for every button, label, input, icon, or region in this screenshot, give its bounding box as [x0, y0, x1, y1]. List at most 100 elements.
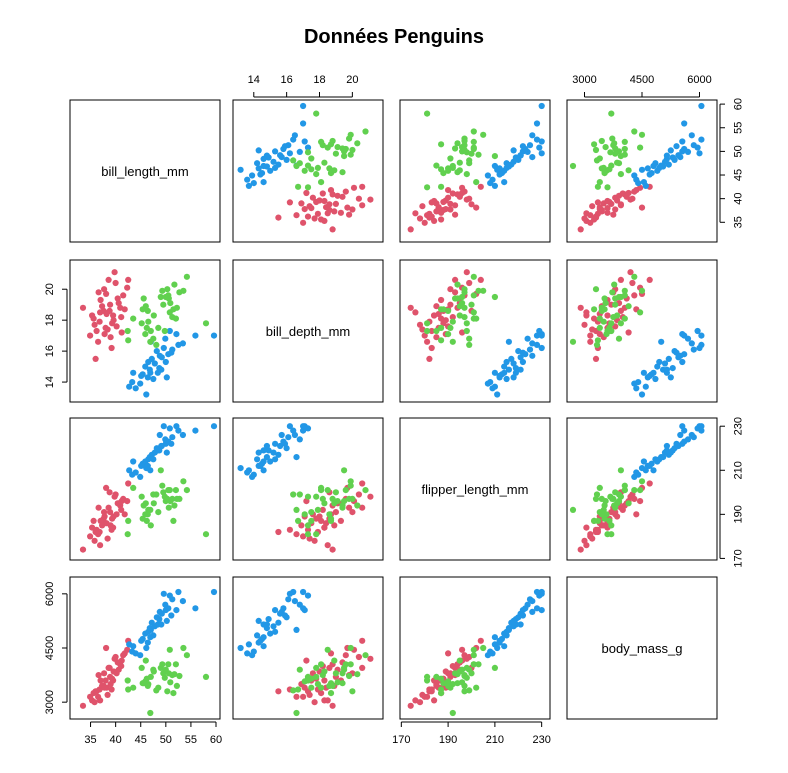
point-s0-39-r0-c2	[473, 204, 480, 211]
point-s0-27-r2-c3	[646, 480, 653, 487]
point-s2-30-r3-c0	[183, 652, 190, 659]
point-s1-13-r0-c3	[671, 156, 678, 163]
point-s1-19-r3-c0	[165, 605, 172, 612]
point-s0-21-r0-c1	[331, 208, 338, 215]
point-s2-5-r0-c2	[433, 162, 440, 169]
point-s0-34-r3-c1	[318, 690, 325, 697]
point-s2-22-r2-c3	[638, 478, 646, 485]
point-s2-23-r1-c0	[130, 315, 137, 322]
point-s1-34-r2-c3	[679, 423, 686, 430]
point-s1-20-r0-c2	[529, 132, 536, 139]
point-s0-36-r1-c2	[428, 344, 435, 352]
point-s0-14-r2-c1	[359, 504, 366, 511]
point-s0-23-r1-c0	[112, 279, 119, 287]
point-s1-1-r1-c3	[652, 375, 659, 383]
point-s2-25-r0-c1	[339, 169, 346, 176]
point-s0-8-r0-c2	[421, 219, 428, 226]
point-s1-28-r1-c3	[677, 352, 684, 359]
point-s0-30-r0-c1	[327, 187, 335, 194]
point-s2-27-r3-c2	[449, 709, 456, 717]
point-s1-29-r2-c3	[640, 458, 648, 465]
point-s1-9-r0-c3	[698, 136, 705, 143]
point-s2-14-r3-c0	[167, 679, 174, 686]
point-s2-15-r2-c0	[125, 517, 132, 525]
point-s2-33-r2-c1	[349, 495, 356, 502]
point-s2-7-r0-c3	[625, 167, 632, 174]
point-s2-31-r2-c1	[304, 531, 312, 538]
point-s1-11-r0-c1	[267, 167, 274, 174]
point-s1-20-r3-c1	[291, 598, 298, 605]
point-s2-29-r0-c3	[593, 157, 601, 164]
point-s2-18-r0-c1	[301, 167, 308, 174]
point-s2-4-r1-c2	[461, 314, 468, 321]
point-s1-0-r3-c0	[143, 644, 150, 652]
point-s0-10-r1-c2	[433, 334, 440, 341]
point-s2-32-r0-c1	[313, 110, 320, 117]
point-s0-31-r1-c0	[95, 289, 102, 296]
tick-label-flipper_length_mm-1: 190	[733, 505, 745, 523]
point-s2-3-r1-c3	[617, 320, 625, 327]
point-s0-35-r1-c0	[101, 286, 108, 293]
point-s1-27-r1-c2	[505, 338, 512, 345]
point-s1-9-r0-c2	[533, 136, 541, 143]
point-s2-12-r3-c0	[171, 671, 178, 678]
point-s1-13-r0-c1	[283, 156, 290, 163]
point-s2-25-r1-c0	[140, 295, 147, 302]
point-s2-17-r1-c3	[609, 289, 616, 296]
point-s1-26-r2-c0	[138, 462, 145, 469]
point-s1-1-r0-c1	[254, 160, 261, 167]
point-s1-28-r2-c0	[156, 431, 163, 439]
point-s2-26-r2-c1	[327, 517, 335, 525]
point-s0-19-r1-c0	[118, 314, 125, 321]
point-s0-25-r1-c2	[426, 355, 433, 362]
point-s2-33-r0-c1	[349, 146, 356, 154]
point-s0-27-r0-c1	[359, 183, 366, 190]
point-s1-35-r1-c0	[158, 366, 165, 373]
point-s2-15-r3-c1	[295, 686, 302, 693]
point-s2-15-r0-c3	[594, 183, 602, 190]
tick-label-bill_length_mm-0: 35	[733, 216, 745, 228]
point-s2-9-r0-c3	[612, 150, 619, 157]
point-s1-23-r0-c2	[512, 155, 520, 162]
point-s0-23-r1-c2	[466, 279, 473, 287]
point-s0-34-r0-c1	[318, 216, 325, 223]
point-s0-29-r1-c2	[431, 312, 438, 319]
point-s0-23-r3-c0	[112, 653, 119, 661]
point-s0-4-r2-c3	[583, 524, 590, 531]
point-s2-32-r3-c1	[313, 673, 320, 681]
point-s2-19-r3-c0	[165, 670, 172, 677]
point-s2-20-r1-c0	[159, 287, 166, 294]
point-s0-20-r2-c1	[311, 537, 318, 544]
point-s0-19-r1-c2	[449, 314, 456, 321]
point-s1-21-r3-c1	[249, 652, 256, 659]
point-s2-25-r2-c0	[140, 502, 147, 509]
point-s0-25-r1-c0	[92, 355, 99, 362]
point-s1-29-r0-c2	[501, 179, 508, 186]
tick-label-bill_length_mm-4: 55	[733, 122, 745, 134]
point-s0-24-r3-c0	[79, 702, 87, 709]
point-s1-13-r1-c0	[153, 348, 160, 355]
point-s0-26-r1-c3	[617, 307, 625, 314]
point-s2-25-r3-c1	[339, 680, 346, 687]
point-s1-15-r0-c3	[694, 144, 701, 151]
point-s1-4-r1-c0	[132, 385, 139, 392]
point-s1-17-r0-c2	[496, 165, 503, 172]
point-s2-32-r1-c0	[202, 320, 210, 327]
point-s0-31-r2-c0	[95, 504, 102, 511]
point-s2-20-r3-c0	[159, 661, 166, 668]
point-s0-19-r3-c2	[449, 663, 456, 670]
point-s0-24-r2-c0	[79, 546, 87, 553]
point-s0-36-r0-c3	[594, 199, 602, 206]
point-s0-22-r0-c1	[313, 198, 320, 206]
point-s0-21-r2-c1	[331, 522, 338, 529]
point-s2-28-r3-c2	[463, 674, 470, 681]
point-s2-13-r0-c2	[438, 166, 445, 173]
point-s1-21-r1-c0	[137, 380, 144, 387]
point-s0-20-r2-c0	[91, 537, 98, 544]
tick-label-body_mass_g-1: 4500	[44, 636, 56, 660]
point-s2-9-r1-c3	[612, 301, 619, 308]
point-s2-23-r0-c2	[473, 179, 480, 186]
point-s1-14-r2-c1	[296, 436, 303, 443]
tick-label-bill_length_mm-4: 55	[185, 734, 197, 746]
point-s0-36-r3-c0	[108, 686, 115, 693]
